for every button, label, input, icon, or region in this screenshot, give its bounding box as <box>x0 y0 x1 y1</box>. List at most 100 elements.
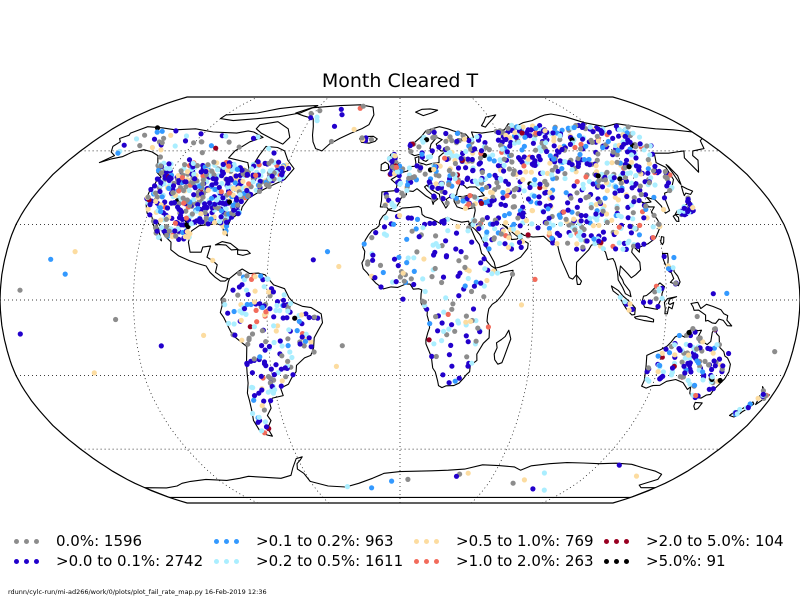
station-marker <box>185 169 191 175</box>
station-marker <box>522 134 528 140</box>
station-marker <box>396 254 402 260</box>
station-marker <box>629 180 635 186</box>
station-marker <box>513 134 519 140</box>
station-marker <box>226 320 232 326</box>
station-marker <box>259 428 265 434</box>
station-marker <box>252 288 258 294</box>
station-marker <box>158 224 165 231</box>
coastline-cuba <box>214 241 239 251</box>
station-marker <box>154 228 160 234</box>
station-marker <box>209 168 215 174</box>
station-marker <box>302 338 308 345</box>
station-marker <box>203 168 209 175</box>
coastline-new-guinea <box>690 301 733 327</box>
station-marker <box>643 203 649 209</box>
station-marker <box>401 278 407 284</box>
legend-dot <box>14 559 19 564</box>
station-marker <box>183 184 189 190</box>
station-marker <box>303 331 309 337</box>
station-marker <box>153 198 159 204</box>
station-marker <box>251 397 257 403</box>
station-marker <box>668 372 675 378</box>
station-marker <box>17 287 23 293</box>
station-marker <box>685 352 692 358</box>
legend-dot <box>604 559 609 564</box>
station-marker <box>578 237 584 243</box>
station-marker <box>420 276 426 282</box>
station-marker <box>610 149 616 155</box>
station-marker <box>665 266 672 272</box>
station-marker <box>72 249 78 255</box>
station-marker <box>627 139 633 145</box>
station-marker <box>565 200 571 206</box>
station-marker <box>176 236 182 242</box>
station-marker <box>465 175 471 181</box>
station-marker <box>622 133 628 139</box>
station-marker <box>199 150 205 156</box>
station-marker <box>528 169 535 175</box>
station-marker <box>557 133 563 139</box>
station-marker <box>616 133 622 139</box>
station-marker <box>411 268 417 274</box>
station-marker <box>431 341 437 347</box>
station-marker <box>251 356 257 362</box>
station-marker <box>433 241 439 247</box>
station-marker <box>158 217 164 223</box>
station-marker <box>676 332 683 339</box>
station-marker <box>261 407 267 413</box>
station-marker <box>361 241 367 247</box>
station-marker <box>478 200 485 206</box>
station-marker <box>645 157 651 163</box>
station-marker <box>542 134 548 140</box>
station-marker <box>633 155 639 161</box>
station-marker <box>485 324 491 330</box>
station-marker <box>218 214 224 220</box>
station-marker <box>477 160 483 166</box>
station-marker <box>249 370 255 376</box>
station-marker <box>533 125 539 131</box>
legend-dot <box>234 539 239 544</box>
station-marker <box>515 230 521 236</box>
station-marker <box>627 301 633 307</box>
station-marker <box>711 358 717 364</box>
station-marker <box>268 398 274 404</box>
station-marker <box>652 289 658 295</box>
station-marker <box>158 163 164 169</box>
station-marker <box>369 235 375 241</box>
station-marker <box>449 322 455 328</box>
coastline-sulawesi <box>663 296 678 315</box>
station-marker <box>656 221 662 227</box>
station-marker <box>157 188 163 195</box>
station-marker <box>267 375 273 381</box>
station-marker <box>543 140 549 146</box>
station-marker <box>426 337 432 343</box>
station-marker <box>247 324 253 330</box>
station-marker <box>720 363 726 369</box>
station-marker <box>382 202 388 209</box>
station-marker <box>542 178 548 184</box>
legend-marker <box>604 559 634 567</box>
station-marker <box>311 314 318 320</box>
station-marker <box>574 241 580 247</box>
legend-marker <box>14 559 44 567</box>
legend-label: >0.5 to 1.0%: 769 <box>456 532 594 550</box>
station-marker <box>595 173 601 179</box>
station-marker <box>292 315 298 321</box>
station-marker <box>663 346 669 352</box>
station-marker <box>726 350 732 357</box>
station-marker <box>532 276 538 282</box>
station-marker <box>594 157 600 163</box>
station-marker <box>637 183 643 189</box>
station-marker <box>17 331 23 337</box>
station-marker <box>389 158 395 165</box>
station-marker <box>601 236 607 242</box>
station-marker <box>195 206 201 212</box>
station-marker <box>535 225 541 231</box>
station-marker <box>285 308 291 314</box>
station-marker <box>446 150 452 156</box>
station-marker <box>441 309 447 315</box>
station-marker <box>191 171 197 177</box>
station-marker <box>395 263 401 269</box>
station-marker <box>391 221 397 227</box>
station-marker <box>400 270 406 276</box>
